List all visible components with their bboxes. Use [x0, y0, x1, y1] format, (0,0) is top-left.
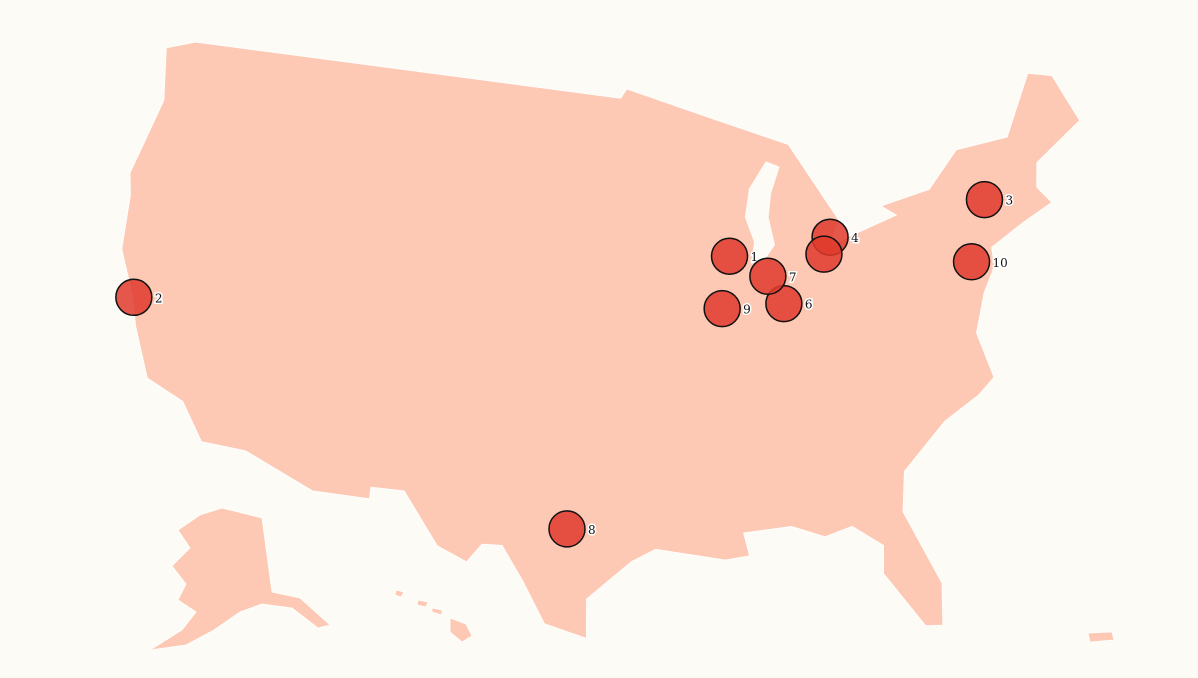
marker-circle[interactable]: [965, 180, 1004, 219]
marker-circle[interactable]: [703, 289, 741, 328]
marker-circle[interactable]: [115, 278, 153, 317]
marker-label: 4: [851, 231, 859, 245]
marker-circle[interactable]: [805, 235, 843, 273]
marker-circle[interactable]: [548, 510, 586, 548]
marker-label: 2: [155, 291, 163, 305]
map-marker[interactable]: 1: [710, 237, 760, 275]
marker-label: 1: [751, 250, 759, 264]
land-layer: [121, 41, 1115, 651]
puerto-rico-shape: [1087, 631, 1115, 643]
alaska-shape: [149, 507, 331, 651]
marker-label: 10: [993, 256, 1008, 270]
marker-label: 8: [588, 523, 596, 537]
marker-label: 3: [1005, 194, 1013, 208]
map-marker[interactable]: 10: [952, 243, 1009, 281]
marker-label: 9: [743, 303, 751, 317]
map-marker[interactable]: 8: [548, 510, 597, 548]
marker-circle[interactable]: [749, 257, 787, 296]
map-marker[interactable]: 3: [965, 180, 1015, 219]
map-marker[interactable]: 9: [703, 289, 752, 328]
marker-circle[interactable]: [710, 237, 749, 275]
lake-michigan: [744, 161, 780, 264]
marker-label: 7: [789, 270, 797, 284]
map-marker[interactable]: [805, 235, 843, 273]
map-marker[interactable]: 7: [749, 257, 798, 296]
map-marker[interactable]: 2: [115, 278, 164, 317]
marker-label: 6: [805, 298, 813, 312]
hawaii-shape: [394, 589, 473, 643]
marker-layer: 1 2 3 4 67 8 9 10: [115, 180, 1015, 548]
contiguous-us-shape: [121, 41, 1081, 639]
marker-circle[interactable]: [952, 243, 991, 281]
